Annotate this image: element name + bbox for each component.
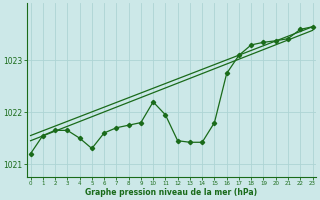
X-axis label: Graphe pression niveau de la mer (hPa): Graphe pression niveau de la mer (hPa) (85, 188, 258, 197)
